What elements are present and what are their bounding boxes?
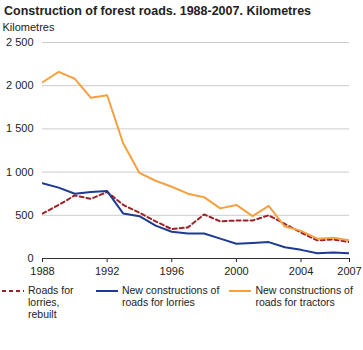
svg-text:1992: 1992 [95, 265, 119, 277]
html-text:Construction of forest roads.: Construction of forest roads. 1988-2007.… [4, 4, 311, 18]
svg-text:2 000: 2 000 [6, 79, 34, 91]
svg-text:Kilometres: Kilometres [3, 21, 55, 33]
html-text:New constructions of roads for: New constructions of roads for tractors [255, 284, 353, 308]
svg-text:2 500: 2 500 [6, 36, 34, 48]
svg-text:1996: 1996 [160, 265, 184, 277]
svg-text:1988: 1988 [30, 265, 54, 277]
svg-text:2004: 2004 [289, 265, 313, 277]
svg-text:500: 500 [15, 209, 33, 221]
svg-text:2007: 2007 [337, 265, 361, 277]
svg-text:1 500: 1 500 [6, 122, 34, 134]
svg-text:0: 0 [27, 252, 33, 264]
html-text:Roads for lorries, rebuilt: Roads for lorries, rebuilt [28, 284, 74, 320]
svg-text:1 000: 1 000 [6, 166, 34, 178]
html-text:New constructions of roads for: New constructions of roads for lorries [121, 284, 220, 308]
svg-text:2000: 2000 [224, 265, 248, 277]
